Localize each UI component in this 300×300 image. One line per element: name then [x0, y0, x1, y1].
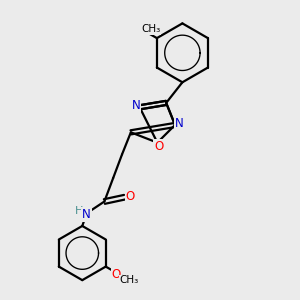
- Text: O: O: [154, 140, 164, 153]
- Text: N: N: [131, 99, 140, 112]
- Text: H: H: [75, 206, 83, 216]
- Text: O: O: [112, 268, 121, 281]
- Text: O: O: [126, 190, 135, 203]
- Text: N: N: [175, 117, 183, 130]
- Text: N: N: [82, 208, 91, 221]
- Text: CH₃: CH₃: [142, 24, 161, 34]
- Text: CH₃: CH₃: [119, 275, 139, 285]
